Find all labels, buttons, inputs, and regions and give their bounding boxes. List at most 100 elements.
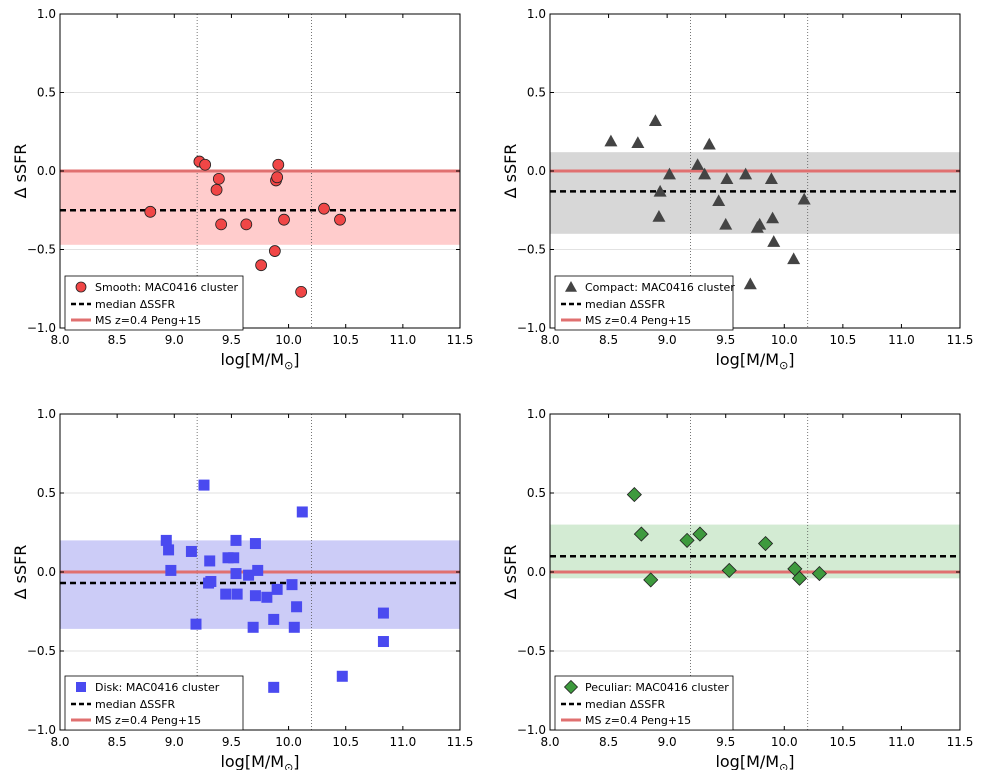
data-point [377, 636, 389, 648]
x-tick-label: 9.5 [716, 333, 735, 347]
x-tick-label: 10.5 [829, 735, 856, 749]
x-tick-label: 11.5 [947, 735, 974, 749]
data-point [212, 172, 225, 185]
x-tick-label: 8.0 [540, 333, 559, 347]
y-tick-label: 1.0 [527, 407, 546, 421]
data-point [215, 218, 228, 231]
data-point [766, 211, 780, 224]
y-tick-label: −0.5 [517, 243, 546, 257]
data-point [643, 572, 659, 588]
x-tick-label: 8.0 [540, 735, 559, 749]
y-tick-label: 0.0 [37, 565, 56, 579]
y-tick-label: 1.0 [527, 7, 546, 21]
data-point [743, 277, 757, 290]
data-point [702, 137, 716, 150]
y-tick-label: −0.5 [517, 644, 546, 658]
data-point [240, 218, 253, 231]
data-point [222, 552, 234, 564]
legend-label-series: Smooth: MAC0416 cluster [95, 281, 239, 294]
legend-box [554, 275, 734, 331]
data-point [272, 158, 285, 171]
data-point [296, 506, 308, 518]
data-point [249, 590, 261, 602]
data-point [243, 569, 255, 581]
y-tick-label: 0.0 [527, 164, 546, 178]
data-point [160, 534, 172, 546]
legend: Smooth: MAC0416 cluster median ΔSSFR MS z=… [64, 275, 244, 331]
data-point [767, 235, 781, 247]
data-point [249, 538, 261, 550]
data-point [757, 535, 774, 552]
data-point [698, 167, 712, 180]
x-tick-label: 11.0 [389, 333, 416, 347]
x-tick-label: 9.5 [222, 333, 241, 347]
data-point [797, 192, 811, 205]
x-tick-label: 9.0 [165, 735, 184, 749]
x-tick-label: 10.5 [829, 333, 856, 347]
data-point [753, 217, 767, 230]
data-point [720, 172, 734, 185]
x-tick-label: 8.0 [50, 333, 69, 347]
data-point [336, 670, 348, 682]
legend-label-median: median ΔSSFR [95, 698, 176, 711]
band [60, 540, 460, 629]
y-axis-label: Δ sSFR [11, 545, 30, 600]
data-point [198, 479, 210, 491]
data-point [679, 532, 695, 548]
data-point [691, 158, 705, 170]
data-point [271, 171, 284, 184]
legend: Compact: MAC0416 cluster median ΔSSFR MS z… [554, 275, 735, 331]
legend-label-series: Disk: MAC0416 cluster [95, 681, 220, 694]
data-point [230, 568, 242, 580]
x-axis-label: log[M/M⊙] [715, 752, 794, 770]
legend-box [64, 675, 244, 731]
data-point [271, 583, 283, 595]
data-point [252, 564, 264, 576]
legend-label-ms: MS z=0.4 Peng+15 [585, 714, 691, 727]
y-tick-label: −1.0 [27, 321, 56, 335]
data-point [719, 217, 733, 230]
data-point [185, 545, 197, 557]
x-tick-label: 10.0 [771, 333, 798, 347]
x-tick-label: 9.0 [165, 333, 184, 347]
data-point [286, 579, 298, 591]
legend-label-series: Peculiar: MAC0416 cluster [585, 681, 729, 694]
panel-compact: 8.0 8.5 9.0 9.5 10.0 10.5 11.0 11.5 1.0 0.5 0.0 −0.… [501, 7, 973, 372]
data-point [231, 588, 243, 600]
legend-label-median: median ΔSSFR [585, 698, 666, 711]
data-point [268, 613, 280, 625]
legend-label-ms: MS z=0.4 Peng+15 [95, 314, 201, 327]
legend: Peculiar: MAC0416 cluster median ΔSSFR MS … [554, 675, 734, 731]
x-tick-label: 11.5 [947, 333, 974, 347]
data-point [377, 607, 389, 619]
data-point [199, 158, 212, 171]
y-tick-label: −1.0 [517, 723, 546, 737]
data-point [210, 183, 223, 196]
legend-box [554, 675, 734, 731]
x-tick-label: 10.0 [275, 735, 302, 749]
data-point [662, 167, 676, 180]
x-tick-label: 10.0 [275, 333, 302, 347]
data-point [334, 213, 346, 226]
data-point [255, 259, 268, 272]
x-tick-label: 9.0 [658, 735, 677, 749]
legend-box [64, 275, 244, 331]
y-axis-label: Δ sSFR [501, 545, 520, 600]
data-point [653, 184, 667, 197]
data-point [791, 570, 808, 586]
legend-marker [563, 679, 579, 695]
panel-disk: 8.0 8.5 9.0 9.5 10.0 10.5 11.0 11.5 1.0 0.5 0.0 −0.… [11, 407, 473, 770]
data-point [295, 285, 308, 298]
y-tick-label: 0.0 [527, 565, 546, 579]
band [550, 524, 960, 579]
x-tick-label: 8.5 [599, 333, 618, 347]
x-tick-label: 8.5 [108, 735, 127, 749]
data-point [220, 588, 232, 600]
data-point [278, 213, 290, 226]
y-tick-label: −1.0 [517, 321, 546, 335]
x-tick-label: 8.0 [50, 735, 69, 749]
legend-label-series: Compact: MAC0416 cluster [585, 281, 735, 294]
legend-marker [76, 682, 86, 692]
data-point [652, 210, 666, 222]
